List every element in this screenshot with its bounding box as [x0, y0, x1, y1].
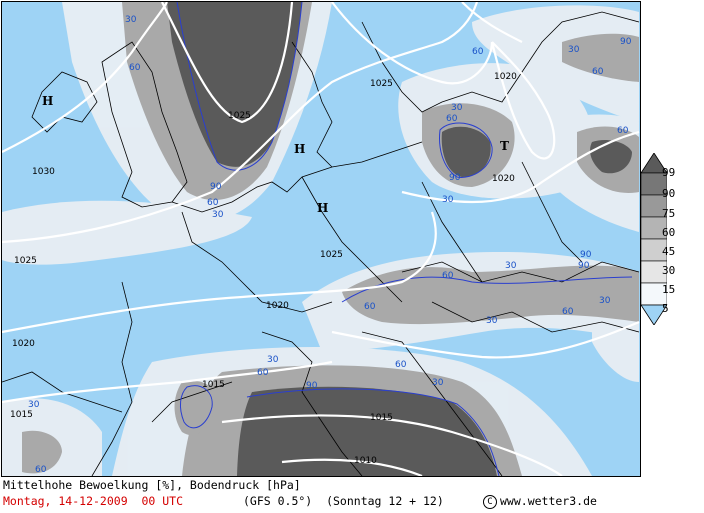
cloud-label: 60	[617, 126, 629, 136]
map-title: Mittelhohe Bewoelkung [%], Bodendruck [h…	[3, 478, 301, 492]
cloud-label: 30	[212, 210, 224, 220]
isobar-label: 1030	[32, 167, 55, 177]
isobar-label: 1020	[492, 174, 515, 184]
cloud-label: 30	[568, 45, 580, 55]
cloud-label: 60	[442, 271, 454, 281]
copyright-icon: C	[483, 494, 497, 509]
cloud-label: 90	[578, 261, 590, 271]
legend-label-5: 5	[662, 302, 669, 315]
legend-label-45: 45	[662, 245, 676, 258]
isobar-label: 1025	[14, 256, 37, 266]
cloud-label: 30	[432, 378, 444, 388]
legend-label-30: 30	[662, 264, 676, 277]
cloud-label: 30	[486, 316, 498, 326]
isobar-label: 1020	[494, 72, 517, 82]
cloud-pressure-map: 1025 1025 1030 1025 1025 1020 1020 1020 …	[1, 1, 641, 477]
legend-colorbar	[641, 153, 667, 325]
cloud-label: 60	[592, 67, 604, 77]
cloud-label: 90	[580, 250, 592, 260]
map-canvas: 1025 1025 1030 1025 1025 1020 1020 1020 …	[2, 2, 640, 476]
cloud-label: 60	[364, 302, 376, 312]
cloud-label: 30	[442, 195, 454, 205]
high-pressure-center: H	[317, 201, 328, 215]
cloud-label: 60	[395, 360, 407, 370]
cloud-label: 60	[562, 307, 574, 317]
credit-text: www.wetter3.de	[500, 494, 597, 508]
isobar-label: 1010	[354, 456, 377, 466]
cloud-label: 60	[35, 465, 47, 475]
isobar-label: 1015	[202, 380, 225, 390]
isobar-label: 1020	[12, 339, 35, 349]
forecast-date: Montag, 14-12-2009 00 UTC	[3, 494, 184, 508]
isobar-label: 1020	[266, 301, 289, 311]
pressure-labels: 1025 1025 1030 1025 1025 1020 1020 1020 …	[10, 72, 517, 466]
cloud-label: 60	[129, 63, 141, 73]
isobars	[2, 2, 640, 476]
cloud-label: 30	[267, 355, 279, 365]
legend-label-90: 90	[662, 187, 676, 200]
legend-label-15: 15	[662, 283, 676, 296]
cloud-label: 30	[599, 296, 611, 306]
cloud-label: 60	[446, 114, 458, 124]
cloud-label: 60	[472, 47, 484, 57]
coastlines	[2, 11, 640, 476]
legend-label-99: 99	[662, 166, 676, 179]
cloud-label: 60	[207, 198, 219, 208]
cloud-label: 90	[620, 37, 632, 47]
isobar-label: 1025	[320, 250, 343, 260]
high-pressure-center: H	[294, 142, 305, 156]
isobar-label: 1015	[370, 413, 393, 423]
pressure-centers: H H H T	[42, 94, 509, 215]
isobar-label: 1025	[370, 79, 393, 89]
cloud-label: 30	[505, 261, 517, 271]
cloud-label: 60	[257, 368, 269, 378]
cloud-label: 30	[125, 15, 137, 25]
cloud-label: 90	[449, 173, 461, 183]
model-info: (GFS 0.5°) (Sonntag 12 + 12)	[243, 494, 444, 508]
high-pressure-center: H	[42, 94, 53, 108]
cloud-label: 90	[210, 182, 222, 192]
cloud-labels: 30 60 90 30 60 90 60 30 60 90 30 60 30 6…	[28, 15, 632, 475]
cloud-label: 30	[28, 400, 40, 410]
cloud-dense-areas	[167, 2, 632, 476]
cloud-label: 30	[451, 103, 463, 113]
legend-label-75: 75	[662, 207, 676, 220]
low-pressure-center: T	[500, 139, 509, 153]
legend-bottom-arrow	[641, 304, 667, 325]
cloud-contours	[176, 2, 633, 476]
isobar-label: 1025	[228, 111, 251, 121]
cloud-label: 90	[306, 381, 318, 391]
legend-label-60: 60	[662, 226, 676, 239]
isobar-label: 1015	[10, 410, 33, 420]
